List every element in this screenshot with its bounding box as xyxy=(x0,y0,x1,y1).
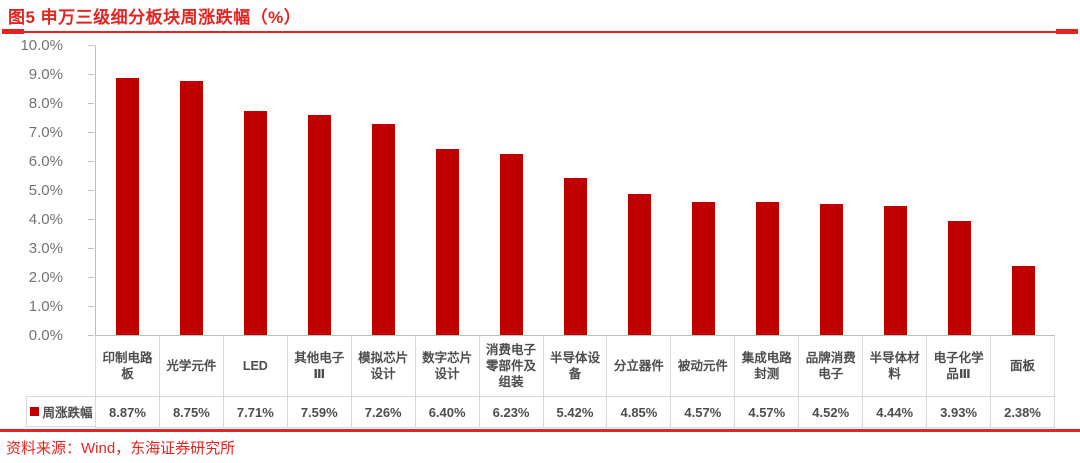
bar-其他电子Ⅲ xyxy=(307,114,331,335)
category-cell: 光学元件 xyxy=(159,336,224,397)
bar-模拟芯片设计 xyxy=(371,124,395,335)
value-cell: 8.87% xyxy=(96,397,160,428)
bar-品牌消费电子 xyxy=(819,203,843,335)
category-cell: LED xyxy=(223,336,288,397)
category-cell: 品牌消费电子 xyxy=(799,336,864,397)
y-axis-tick-mark xyxy=(88,132,94,133)
legend-label: 周涨跌幅 xyxy=(42,406,93,420)
value-cell: 7.71% xyxy=(223,397,288,428)
title-rule-left-cap xyxy=(2,29,24,34)
category-cell: 电子化学品Ⅲ xyxy=(927,336,992,397)
value-cell: 5.42% xyxy=(543,397,608,428)
y-axis-tick-mark xyxy=(88,74,94,75)
y-axis-tick-label: 9.0% xyxy=(28,66,63,83)
source-note: 资料来源：Wind，东海证券研究所 xyxy=(6,440,236,457)
y-axis-tick-mark xyxy=(88,190,94,191)
value-cell: 4.52% xyxy=(799,397,864,428)
y-axis-tick-mark xyxy=(88,277,94,278)
y-axis-tick-label: 6.0% xyxy=(28,153,63,170)
title-rule-line xyxy=(2,31,1078,33)
value-cell: 7.59% xyxy=(287,397,352,428)
y-axis-tick-label: 0.0% xyxy=(28,327,63,344)
value-cell: 8.75% xyxy=(159,397,224,428)
bar-分立器件 xyxy=(627,194,651,335)
category-cell: 被动元件 xyxy=(671,336,736,397)
y-axis-tick-label: 4.0% xyxy=(28,211,63,228)
value-cell: 6.23% xyxy=(479,397,544,428)
y-axis-tick-label: 8.0% xyxy=(28,95,63,112)
y-axis-line xyxy=(95,45,96,336)
y-axis-tick-label: 10.0% xyxy=(20,37,63,54)
bar-消费电子零部件及组装 xyxy=(499,154,523,335)
bar-LED xyxy=(243,111,267,335)
y-axis-tick-mark xyxy=(88,219,94,220)
value-cell: 2.38% xyxy=(991,397,1055,428)
y-axis-tick-label: 5.0% xyxy=(28,182,63,199)
value-cell: 4.57% xyxy=(735,397,800,428)
category-cell: 半导体设备 xyxy=(543,336,608,397)
y-axis: 10.0% 9.0% 8.0% 7.0% 6.0% 5.0% 4.0% 3.0% 2.0% 1.0… xyxy=(0,37,95,344)
category-cell: 消费电子零部件及组装 xyxy=(479,336,544,397)
bar-面板 xyxy=(1011,265,1035,335)
figure-title: 图5 申万三级细分板块周涨跌幅（%） xyxy=(8,8,302,27)
y-axis-tick-mark xyxy=(88,335,94,336)
category-cell: 半导体材料 xyxy=(863,336,928,397)
y-axis-tick-label: 2.0% xyxy=(28,269,63,286)
bar-被动元件 xyxy=(691,202,715,335)
value-cell: 6.40% xyxy=(415,397,480,428)
category-cell: 模拟芯片设计 xyxy=(351,336,416,397)
value-cell: 3.93% xyxy=(927,397,992,428)
category-header-row: 印制电路板 光学元件 LED 其他电子Ⅲ 模拟芯片设计 数字芯片设计 消费电子零部件及组装半… xyxy=(95,336,1055,397)
y-axis-tick-mark xyxy=(88,103,94,104)
bottom-rule-line xyxy=(0,429,1080,432)
value-row: 8.87% 8.75% 7.71% 7.59% 7.26% 6.40% 6.23% 5.42%… xyxy=(95,397,1055,428)
title-rule-right-cap xyxy=(1056,29,1078,34)
legend-cell: 周涨跌幅 xyxy=(26,396,96,427)
bar-集成电路封测 xyxy=(755,202,779,335)
y-axis-tick-mark xyxy=(88,161,94,162)
data-table: 印制电路板 光学元件 LED 其他电子Ⅲ 模拟芯片设计 数字芯片设计 消费电子零部件及组装半… xyxy=(95,335,1055,428)
category-cell: 其他电子Ⅲ xyxy=(287,336,352,397)
legend-square-icon xyxy=(30,407,40,416)
y-axis-tick-mark xyxy=(88,45,94,46)
y-axis-tick-mark xyxy=(88,248,94,249)
value-cell: 4.57% xyxy=(671,397,736,428)
bar-光学元件 xyxy=(179,81,203,335)
bar-印制电路板 xyxy=(115,77,139,335)
value-cell: 7.26% xyxy=(351,397,416,428)
category-cell: 集成电路封测 xyxy=(735,336,800,397)
category-cell: 分立器件 xyxy=(607,336,672,397)
category-cell: 面板 xyxy=(991,336,1055,397)
bar-半导体材料 xyxy=(883,206,907,335)
y-axis-tick-label: 1.0% xyxy=(28,298,63,315)
bar-数字芯片设计 xyxy=(435,149,459,335)
bar-chart-plot-area xyxy=(95,45,1055,335)
y-axis-tick-label: 3.0% xyxy=(28,240,63,257)
y-axis-tick-mark xyxy=(88,306,94,307)
category-cell: 印制电路板 xyxy=(96,336,160,397)
category-cell: 数字芯片设计 xyxy=(415,336,480,397)
value-cell: 4.85% xyxy=(607,397,672,428)
y-axis-tick-label: 7.0% xyxy=(28,124,63,141)
bar-半导体设备 xyxy=(563,177,587,335)
bar-电子化学品Ⅲ xyxy=(947,221,971,335)
value-cell: 4.44% xyxy=(863,397,928,428)
